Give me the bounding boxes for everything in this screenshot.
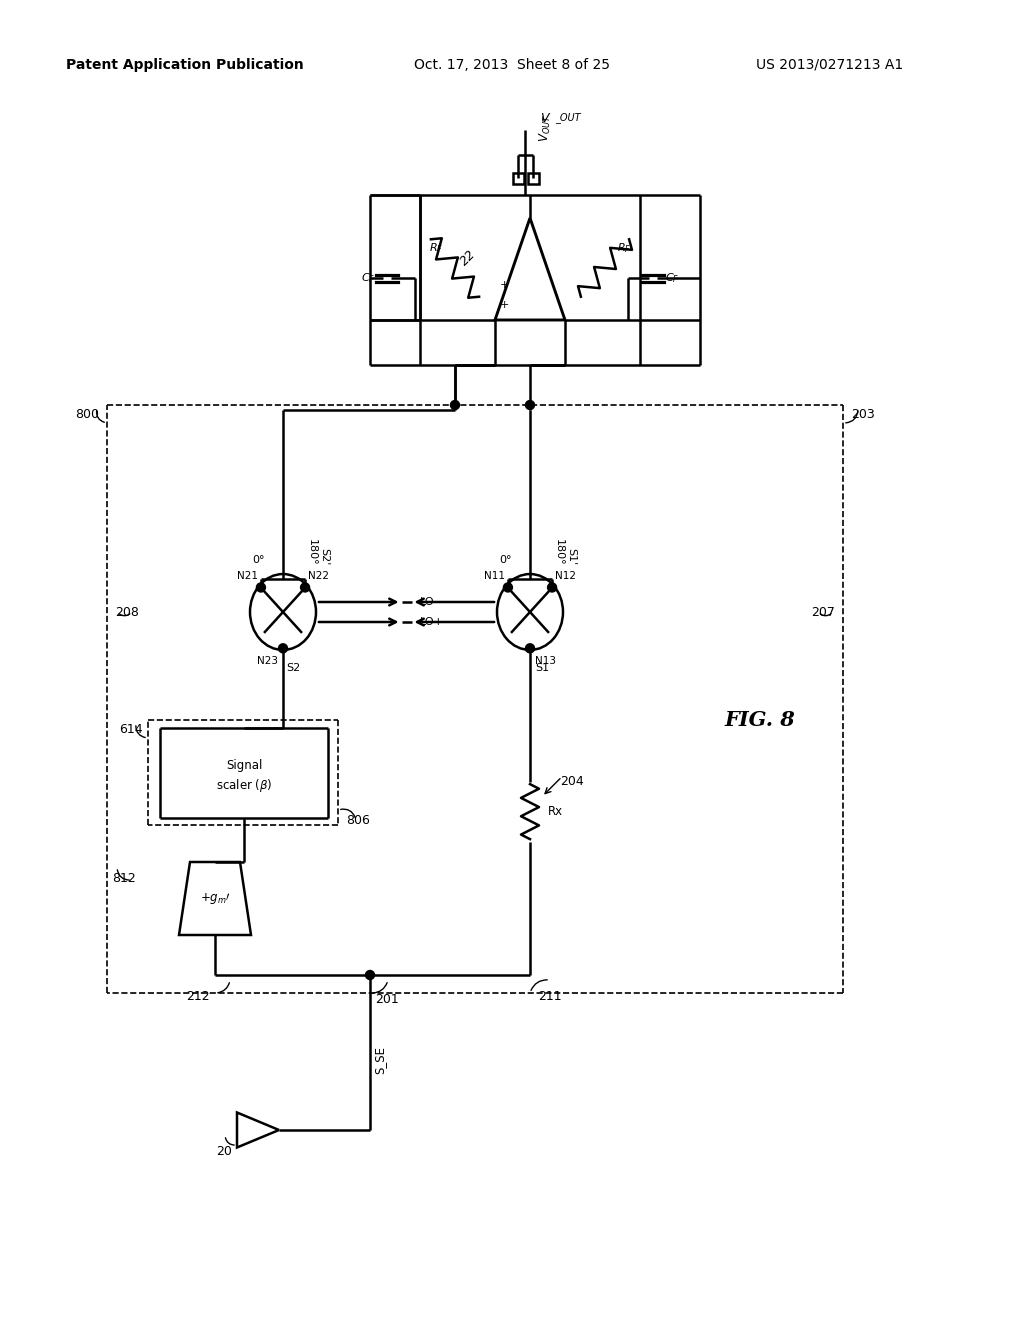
Text: US 2013/0271213 A1: US 2013/0271213 A1: [757, 58, 903, 73]
Text: +: +: [500, 300, 509, 310]
Text: S2': S2': [319, 548, 329, 565]
Text: S_SE: S_SE: [373, 1045, 386, 1074]
Text: Patent Application Publication: Patent Application Publication: [67, 58, 304, 73]
Text: LO+: LO+: [420, 616, 443, 627]
Text: Rx: Rx: [548, 805, 563, 818]
Text: 20: 20: [216, 1144, 232, 1158]
Text: $V_{OUT}$: $V_{OUT}$: [538, 114, 553, 143]
Circle shape: [525, 644, 535, 653]
Text: _OUT: _OUT: [555, 112, 581, 124]
Text: N11: N11: [484, 572, 505, 582]
Text: 22: 22: [458, 248, 478, 268]
Text: S1: S1: [535, 663, 549, 673]
Text: scaler $(\beta)$: scaler $(\beta)$: [216, 776, 272, 793]
Text: $+g_m\prime$: $+g_m\prime$: [200, 891, 230, 906]
Text: 211: 211: [538, 990, 561, 1003]
Circle shape: [525, 400, 535, 409]
Text: 800: 800: [75, 408, 99, 421]
Circle shape: [504, 583, 512, 591]
Text: 203: 203: [851, 408, 874, 421]
Text: 207: 207: [811, 606, 835, 619]
Text: 204: 204: [560, 775, 584, 788]
Circle shape: [256, 583, 265, 591]
Circle shape: [301, 583, 309, 591]
Text: N22: N22: [308, 572, 329, 582]
Text: $C_F$: $C_F$: [665, 271, 679, 285]
Text: 614: 614: [120, 723, 143, 737]
Text: 806: 806: [346, 813, 370, 826]
Text: 201: 201: [375, 993, 398, 1006]
Bar: [512, 173, 523, 183]
Text: LO-: LO-: [420, 597, 438, 607]
Text: 812: 812: [112, 873, 136, 884]
Text: $C_F$: $C_F$: [360, 271, 375, 285]
Text: 0°: 0°: [253, 556, 265, 565]
Text: 208: 208: [115, 606, 139, 619]
Text: N21: N21: [237, 572, 258, 582]
Text: $R_F$: $R_F$: [616, 242, 631, 255]
Text: FIG. 8: FIG. 8: [725, 710, 796, 730]
Circle shape: [279, 644, 288, 653]
Text: 180°: 180°: [307, 539, 317, 565]
Text: N13: N13: [535, 656, 556, 667]
Text: N23: N23: [257, 656, 278, 667]
Text: Oct. 17, 2013  Sheet 8 of 25: Oct. 17, 2013 Sheet 8 of 25: [414, 58, 610, 73]
Text: 180°: 180°: [554, 539, 564, 565]
Circle shape: [366, 970, 375, 979]
Text: Signal: Signal: [226, 759, 262, 771]
Text: V: V: [540, 111, 549, 124]
Text: +: +: [500, 280, 509, 290]
Bar: [527, 173, 539, 183]
Text: $R_F$: $R_F$: [429, 242, 443, 255]
Circle shape: [548, 583, 557, 591]
Text: 0°: 0°: [500, 556, 512, 565]
Text: S2: S2: [286, 663, 300, 673]
Text: 212: 212: [186, 990, 210, 1003]
Text: N12: N12: [555, 572, 577, 582]
Circle shape: [451, 400, 460, 409]
Text: S1': S1': [566, 548, 577, 565]
